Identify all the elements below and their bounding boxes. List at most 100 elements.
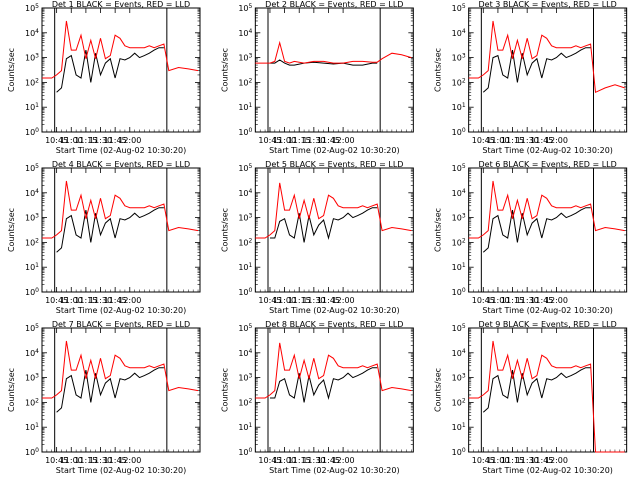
series-line-events	[270, 207, 378, 243]
y-axis-label: Counts/sec	[434, 368, 443, 412]
y-tick-label: 103	[452, 213, 466, 223]
y-tick-label: 104	[238, 348, 252, 358]
y-axis-label: Counts/sec	[220, 368, 229, 412]
chart-title: Det 9 BLACK = Events, RED = LLD	[479, 320, 617, 329]
plot-frame	[468, 7, 628, 133]
x-axis-label: Start Time (02-Aug-02 10:30:20)	[482, 306, 613, 315]
y-tick-label: 104	[238, 28, 252, 38]
series-line-lld	[42, 20, 199, 79]
chart-panel-7: 100 101 102 103 104 105 10:4511:0011:1511:3011…	[7, 320, 201, 475]
y-tick-label: 101	[238, 102, 252, 112]
x-tick-label: 10:45	[472, 296, 495, 305]
y-tick-label: 102	[25, 77, 39, 87]
x-tick-label: 11:15	[501, 456, 524, 465]
y-tick-label: 103	[238, 373, 252, 383]
x-tick-label: 12:00	[118, 136, 141, 145]
y-tick-label: 101	[452, 422, 466, 432]
y-tick-label: 103	[25, 53, 39, 63]
y-tick-label: 100	[238, 127, 252, 137]
y-tick-label: 103	[452, 373, 466, 383]
y-tick-label: 101	[452, 102, 466, 112]
x-tick-label: 12:00	[332, 296, 355, 305]
y-tick-label: 101	[25, 422, 39, 432]
y-tick-label: 105	[238, 163, 252, 173]
x-tick-label: 11:15	[501, 296, 524, 305]
x-axis-label: Start Time (02-Aug-02 10:30:20)	[269, 146, 400, 155]
x-tick-label: 11:00	[486, 136, 509, 145]
series-line-events	[56, 207, 164, 253]
x-tick-label: 11:15	[501, 136, 524, 145]
y-tick-label: 101	[25, 102, 39, 112]
chart-panel-6: 100 101 102 103 104 105 10:4511:0011:1511:3011…	[434, 160, 628, 315]
x-tick-label: 10:45	[45, 456, 68, 465]
plot-frame	[41, 7, 201, 133]
x-tick-label: 11:00	[60, 456, 83, 465]
chart-panel-3: 100 101 102 103 104 105 10:4511:0011:1511:3011…	[434, 0, 628, 155]
y-tick-label: 103	[25, 373, 39, 383]
x-tick-label: 11:00	[60, 296, 83, 305]
x-tick-label: 12:00	[118, 296, 141, 305]
x-tick-label: 11:15	[288, 136, 311, 145]
y-axis-label: Counts/sec	[220, 48, 229, 92]
y-tick-label: 102	[452, 397, 466, 407]
chart-title: Det 7 BLACK = Events, RED = LLD	[52, 320, 190, 329]
y-tick-label: 104	[452, 28, 466, 38]
series-line-events	[56, 367, 164, 413]
y-tick-label: 104	[452, 348, 466, 358]
y-tick-label: 101	[25, 262, 39, 272]
x-tick-label: 10:45	[258, 296, 281, 305]
x-tick-label: 11:45	[530, 456, 553, 465]
x-axis-label: Start Time (02-Aug-02 10:30:20)	[56, 306, 187, 315]
y-axis-label: Counts/sec	[220, 208, 229, 252]
chart-title: Det 4 BLACK = Events, RED = LLD	[52, 160, 190, 169]
x-tick-label: 12:00	[332, 136, 355, 145]
x-tick-label: 10:45	[45, 296, 68, 305]
y-tick-label: 105	[452, 323, 466, 333]
x-tick-label: 10:45	[45, 136, 68, 145]
y-tick-label: 105	[238, 3, 252, 13]
chart-panel-2: 100 101 102 103 104 105 10:4511:0011:1511:3011…	[220, 0, 414, 155]
y-tick-label: 102	[238, 237, 252, 247]
x-tick-label: 11:15	[288, 296, 311, 305]
x-tick-label: 11:30	[89, 456, 112, 465]
series-line-lld	[468, 20, 625, 94]
x-tick-label: 10:45	[258, 456, 281, 465]
series-line-events	[270, 367, 378, 403]
x-axis-label: Start Time (02-Aug-02 10:30:20)	[56, 146, 187, 155]
x-tick-label: 10:45	[258, 136, 281, 145]
y-tick-label: 105	[452, 3, 466, 13]
y-tick-label: 104	[25, 348, 39, 358]
y-tick-label: 102	[452, 77, 466, 87]
y-tick-label: 100	[25, 447, 39, 457]
y-tick-label: 102	[238, 77, 252, 87]
x-tick-label: 12:00	[545, 136, 568, 145]
series-line-events	[482, 47, 591, 93]
y-tick-label: 103	[238, 53, 252, 63]
series-line-lld	[255, 342, 412, 399]
y-tick-label: 104	[25, 28, 39, 38]
plot-frame	[468, 167, 628, 293]
series-line-events	[482, 207, 591, 253]
y-tick-label: 100	[25, 287, 39, 297]
x-axis-label: Start Time (02-Aug-02 10:30:20)	[269, 306, 400, 315]
x-tick-label: 11:15	[288, 456, 311, 465]
chart-panel-1: 100 101 102 103 104 105 10:4511:0011:1511:3011…	[7, 0, 201, 155]
y-tick-label: 103	[238, 213, 252, 223]
x-tick-label: 11:15	[74, 136, 97, 145]
y-axis-label: Counts/sec	[434, 208, 443, 252]
y-tick-label: 102	[25, 237, 39, 247]
x-tick-label: 11:30	[302, 136, 325, 145]
y-tick-label: 103	[25, 213, 39, 223]
x-tick-label: 11:30	[89, 296, 112, 305]
y-tick-label: 104	[238, 188, 252, 198]
x-tick-label: 11:00	[273, 136, 296, 145]
x-axis-label: Start Time (02-Aug-02 10:30:20)	[56, 466, 187, 475]
x-tick-label: 11:15	[74, 456, 97, 465]
x-tick-label: 12:00	[545, 456, 568, 465]
y-axis-label: Counts/sec	[434, 48, 443, 92]
x-tick-label: 11:45	[530, 136, 553, 145]
y-tick-label: 101	[238, 262, 252, 272]
chart-panel-4: 100 101 102 103 104 105 10:4511:0011:1511:3011…	[7, 160, 201, 315]
x-axis-label: Start Time (02-Aug-02 10:30:20)	[482, 466, 613, 475]
x-axis-label: Start Time (02-Aug-02 10:30:20)	[269, 466, 400, 475]
